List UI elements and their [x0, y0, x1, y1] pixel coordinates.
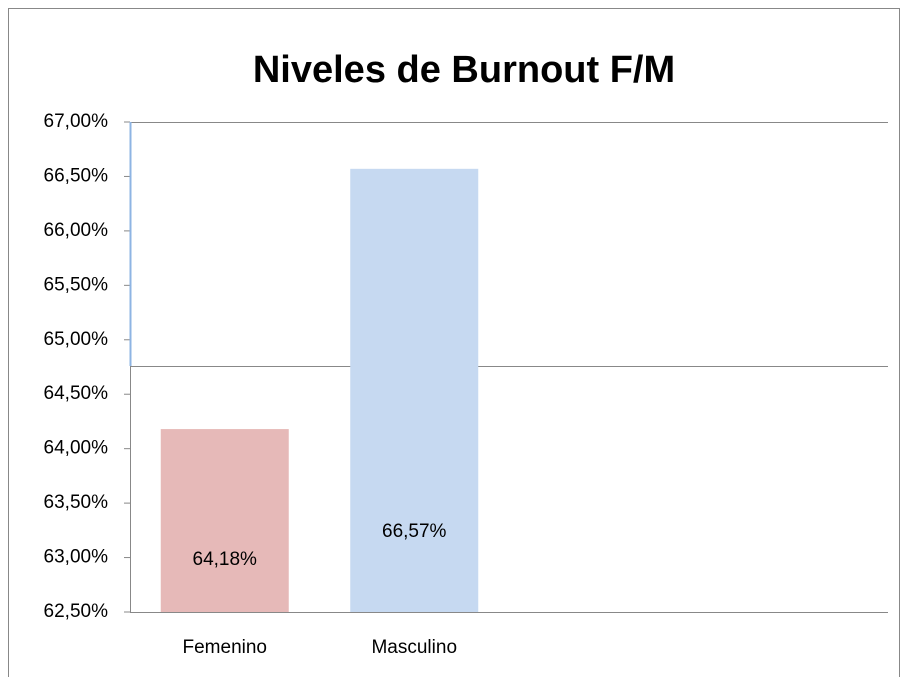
chart-title: Niveles de Burnout F/M	[253, 49, 675, 91]
data-label: 66,57%	[382, 521, 447, 542]
y-tick-label: 63,00%	[44, 547, 109, 568]
y-tick-label: 62,50%	[44, 601, 109, 622]
y-tick-label: 67,00%	[44, 111, 109, 132]
y-tick-label: 64,00%	[44, 438, 109, 459]
bar	[350, 168, 479, 613]
y-tick-label: 65,00%	[44, 329, 109, 350]
y-tick-label: 63,50%	[44, 492, 109, 513]
data-label: 64,18%	[193, 549, 258, 570]
y-tick-label: 66,00%	[44, 220, 109, 241]
y-tick-label: 66,50%	[44, 165, 109, 186]
y-tick-label: 64,50%	[44, 383, 109, 404]
y-tick-label: 65,50%	[44, 274, 109, 295]
bar	[160, 429, 289, 612]
x-tick-label: Femenino	[183, 637, 268, 658]
x-tick-label: Masculino	[371, 637, 457, 658]
